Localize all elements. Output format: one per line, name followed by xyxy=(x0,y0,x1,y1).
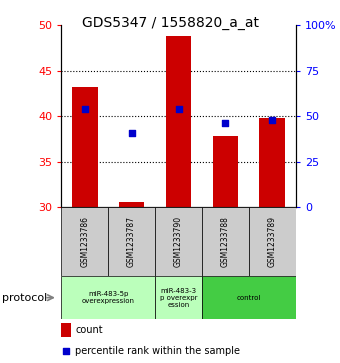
Text: miR-483-5p
overexpression: miR-483-5p overexpression xyxy=(82,291,135,304)
Point xyxy=(82,106,87,112)
Text: GSM1233788: GSM1233788 xyxy=(221,216,230,267)
Bar xyxy=(119,202,144,207)
Point xyxy=(270,117,275,123)
Bar xyxy=(155,276,202,319)
Bar xyxy=(249,207,296,276)
Bar xyxy=(61,323,71,338)
Text: GDS5347 / 1558820_a_at: GDS5347 / 1558820_a_at xyxy=(82,16,258,30)
Point xyxy=(223,119,228,125)
Text: GSM1233790: GSM1233790 xyxy=(174,216,183,267)
Bar xyxy=(202,276,296,319)
Point xyxy=(129,130,134,136)
Text: GSM1233786: GSM1233786 xyxy=(80,216,89,267)
Bar xyxy=(212,136,238,207)
Bar xyxy=(259,118,285,207)
Point xyxy=(176,106,181,112)
Text: miR-483-3
p overexpr
ession: miR-483-3 p overexpr ession xyxy=(160,287,197,308)
Text: protocol: protocol xyxy=(2,293,47,303)
Bar xyxy=(202,207,249,276)
Bar xyxy=(166,36,191,207)
Text: GSM1233789: GSM1233789 xyxy=(268,216,277,267)
Bar xyxy=(108,207,155,276)
Text: GSM1233787: GSM1233787 xyxy=(127,216,136,267)
Text: control: control xyxy=(237,295,261,301)
Bar xyxy=(61,276,155,319)
Text: percentile rank within the sample: percentile rank within the sample xyxy=(75,346,240,356)
Point xyxy=(63,348,69,354)
Bar xyxy=(72,87,98,207)
Text: count: count xyxy=(75,325,103,335)
Bar xyxy=(155,207,202,276)
Bar xyxy=(61,207,108,276)
